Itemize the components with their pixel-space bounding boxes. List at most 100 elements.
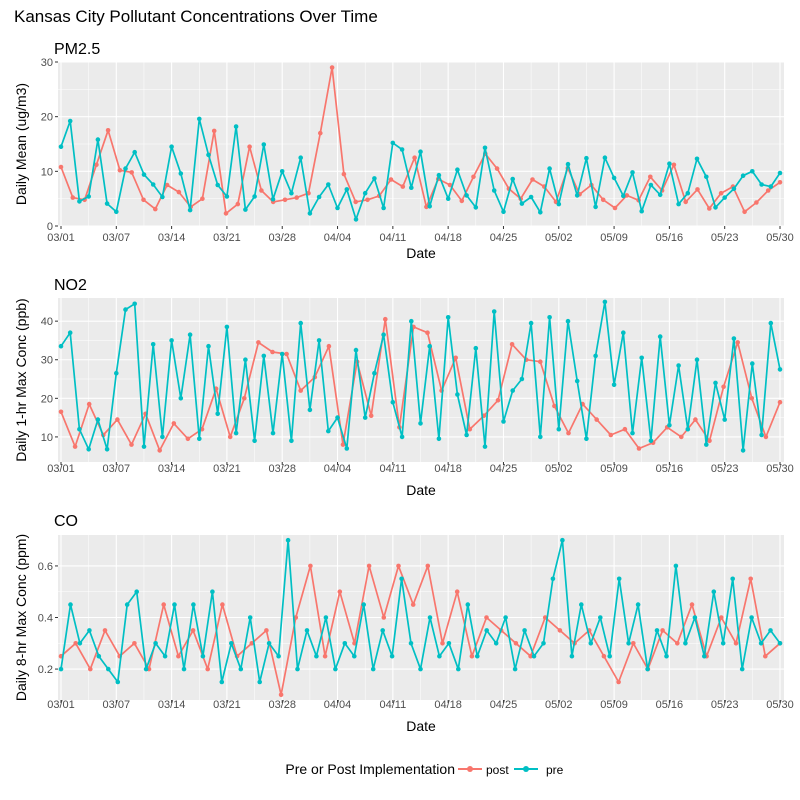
- co-series-pre-point: [531, 653, 537, 659]
- co-y-axis-label: Daily 8-hr Max Conc (ppm): [13, 534, 29, 701]
- no2-series-post-point: [566, 430, 571, 436]
- no2-x-tick-label: 03/21: [213, 463, 241, 475]
- pm25-series-pre-point: [114, 209, 119, 215]
- legend-key-post: [458, 766, 482, 772]
- co-series-post-point: [249, 641, 255, 646]
- no2-series-pre-point: [86, 447, 91, 452]
- pm25-series-post-point: [235, 201, 241, 207]
- no2-series-post-point: [58, 409, 64, 415]
- no2-series-post-point: [622, 426, 628, 432]
- pm25-series-pre-point: [464, 193, 469, 198]
- no2-series-post-point: [425, 330, 430, 336]
- no2-series-pre-point: [381, 332, 386, 338]
- co-series-pre-point: [607, 653, 612, 659]
- pm25-series-post-point: [164, 182, 170, 188]
- pm25-series-pre-point: [510, 176, 515, 182]
- no2-series-pre-point: [519, 376, 525, 382]
- legend-label-post: post: [486, 763, 509, 777]
- pm25-series-pre-point: [565, 161, 571, 167]
- co-series-pre-point: [238, 666, 244, 672]
- no2-series-post-point: [777, 399, 783, 405]
- co-series-post-point: [337, 589, 343, 594]
- co-series-post-point: [396, 563, 401, 569]
- no2-series-pre-point: [58, 343, 64, 349]
- co-series-post-point: [440, 641, 445, 646]
- pm25-x-tick-label: 05/23: [711, 232, 739, 244]
- co-x-tick-label: 04/04: [324, 699, 352, 711]
- co-series-pre-point: [333, 666, 338, 672]
- pm25-y-tick-label: 0: [47, 221, 53, 233]
- co-panel-title: CO: [54, 513, 78, 530]
- co-series-pre-point: [172, 602, 177, 607]
- co-series-pre-point: [399, 576, 404, 582]
- no2-series-pre-point: [298, 320, 304, 326]
- no2-series-pre-point: [768, 320, 774, 326]
- pm25-x-tick-label: 05/02: [545, 232, 573, 244]
- pm25-series-pre-point: [279, 169, 285, 174]
- pm25-series-pre-point: [206, 152, 211, 158]
- pm25-series-pre-point: [547, 166, 552, 171]
- pm25-series-pre-point: [602, 155, 608, 160]
- no2-series-post-point: [495, 398, 501, 403]
- no2-panel-title: NO2: [54, 277, 87, 294]
- no2-series-pre-point: [565, 318, 571, 324]
- co-series-pre-point: [143, 666, 149, 672]
- pm25-series-post-point: [683, 199, 688, 205]
- no2-series-post-point: [467, 426, 473, 432]
- co-series-pre-point: [635, 602, 641, 607]
- pm25-x-tick-label: 05/30: [766, 232, 794, 244]
- co-series-post-point: [601, 653, 607, 659]
- co-series-post-point: [381, 615, 387, 620]
- no2-series-post-point: [749, 396, 755, 401]
- no2-series-pre-point: [676, 363, 681, 368]
- co-series-pre-point: [616, 576, 622, 582]
- co-series-pre-point: [389, 653, 395, 659]
- no2-x-tick-label: 03/07: [103, 463, 131, 475]
- no2-series-pre-point: [252, 438, 257, 444]
- no2-series-post-point: [509, 342, 515, 347]
- no2-series-pre-point: [713, 380, 718, 386]
- pm25-series-post-point: [341, 171, 347, 177]
- pm25-series-pre-point: [150, 182, 156, 187]
- co-series-post-point: [660, 628, 665, 633]
- pm25-y-axis-label: Daily Mean (ug/m3): [13, 83, 29, 205]
- no2-series-pre-point: [353, 347, 359, 353]
- no2-series-pre-point: [445, 315, 451, 320]
- no2-x-tick-label: 04/04: [324, 463, 352, 475]
- pm25-series-post-line: [60, 66, 781, 215]
- pm25-x-axis-label: Date: [406, 245, 436, 261]
- no2-series-post-point: [453, 355, 459, 361]
- co-series-pre-point: [683, 641, 688, 646]
- pm25-series-post-point: [141, 197, 146, 203]
- pm25-series-pre-point: [648, 182, 654, 188]
- no2-y-tick-label: 20: [41, 393, 53, 405]
- no2-series-post-point: [538, 359, 543, 365]
- legend-key-pre: [514, 766, 538, 772]
- pm25-series-pre-point: [777, 170, 783, 176]
- co-series-post-point: [205, 666, 210, 672]
- no2-series-pre-point: [759, 432, 764, 438]
- no2-series-pre-point: [114, 370, 119, 376]
- co-series-pre-point: [134, 589, 139, 594]
- pm25-series-post-point: [777, 180, 783, 185]
- no2-series-post-point: [552, 403, 557, 409]
- co-series-post-point: [410, 602, 416, 607]
- co-series-pre-point: [247, 615, 253, 620]
- no2-panel: 10 20 30 40 03/01 03/07 03/14 03/21 03/28 04/04 04…: [13, 277, 794, 498]
- pm25-x-tick-label: 04/04: [324, 232, 352, 244]
- pm25-series-pre-point: [160, 194, 165, 200]
- co-series-pre-point: [370, 666, 376, 672]
- co-series-pre-point: [68, 602, 73, 607]
- no2-series-post-point: [636, 446, 642, 451]
- pm25-series-pre-point: [427, 204, 433, 209]
- pm25-x-tick-label: 05/16: [656, 232, 684, 244]
- co-series-pre-point: [484, 628, 490, 633]
- no2-series-post-point: [763, 434, 769, 440]
- co-x-tick-label: 03/01: [47, 699, 75, 711]
- no2-series-pre-point: [344, 446, 350, 451]
- no2-series-post-point: [227, 434, 233, 440]
- no2-series-pre-point: [160, 434, 165, 440]
- co-series-pre-point: [512, 666, 518, 672]
- pm25-series-post-point: [365, 197, 370, 203]
- no2-x-tick-label: 03/28: [268, 463, 296, 475]
